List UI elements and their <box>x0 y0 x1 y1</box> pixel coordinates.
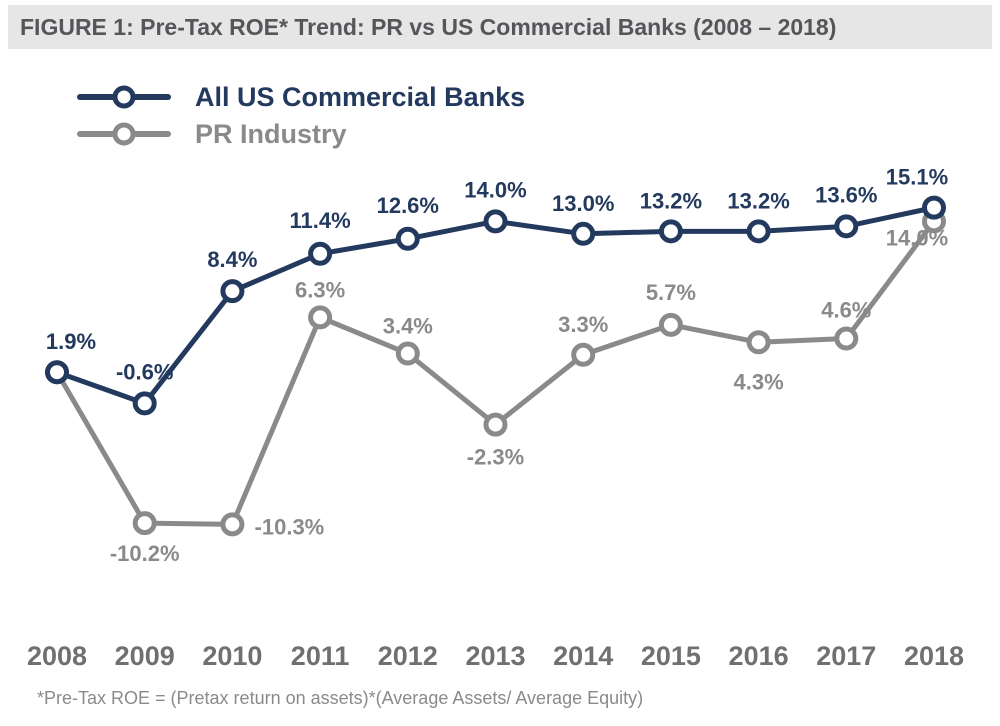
point-0-2016 <box>746 219 771 244</box>
data-label-1-2011: 6.3% <box>295 277 345 302</box>
legend-label-1: PR Industry <box>195 119 347 149</box>
point-0-2017 <box>834 214 859 239</box>
x-tick-label-2014: 2014 <box>553 641 613 671</box>
point-1-2012 <box>395 341 420 366</box>
data-label-0-2012: 12.6% <box>377 193 439 218</box>
data-label-1-2015: 5.7% <box>646 280 696 305</box>
x-tick-label-2015: 2015 <box>641 641 701 671</box>
data-label-0-2018: 15.1% <box>886 165 948 190</box>
point-0-2015 <box>658 219 683 244</box>
data-label-0-2013: 14.0% <box>464 177 526 202</box>
point-0-2014 <box>571 221 596 246</box>
data-label-1-2013: -2.3% <box>467 445 524 470</box>
point-1-2009 <box>132 511 157 536</box>
title-bar: FIGURE 1: Pre-Tax ROE* Trend: PR vs US C… <box>8 5 992 49</box>
x-tick-label-2011: 2011 <box>291 641 350 671</box>
point-1-2017 <box>834 326 859 351</box>
legend-marker-0 <box>112 85 136 109</box>
point-0-2008 <box>45 360 69 385</box>
data-label-1-2018: 14.0% <box>886 225 948 250</box>
data-label-1-2017: 4.6% <box>821 298 871 323</box>
point-0-2011 <box>308 241 333 266</box>
point-1-2011 <box>308 305 333 330</box>
point-1-2015 <box>658 312 683 337</box>
data-label-1-2014: 3.3% <box>558 312 608 337</box>
point-0-2013 <box>483 209 508 234</box>
point-0-2010 <box>220 279 245 304</box>
data-label-1-2012: 3.4% <box>383 314 433 339</box>
data-label-0-2009: -0.6% <box>116 359 173 384</box>
x-tick-label-2013: 2013 <box>465 641 525 671</box>
x-tick-label-2012: 2012 <box>378 641 438 671</box>
chart-title: FIGURE 1: Pre-Tax ROE* Trend: PR vs US C… <box>20 13 837 40</box>
point-1-2013 <box>483 412 508 437</box>
point-0-2009 <box>132 391 157 416</box>
point-1-2010 <box>220 512 245 537</box>
point-1-2014 <box>571 342 596 367</box>
data-label-0-2008: 1.9% <box>46 329 96 354</box>
data-label-0-2015: 13.2% <box>640 188 702 213</box>
data-label-0-2016: 13.2% <box>727 188 789 213</box>
legend-label-0: All US Commercial Banks <box>195 82 525 112</box>
point-0-2018 <box>922 195 946 220</box>
x-tick-label-2009: 2009 <box>115 641 175 671</box>
data-label-0-2010: 8.4% <box>207 247 257 272</box>
series-line-1 <box>54 219 937 527</box>
data-label-0-2017: 13.6% <box>815 182 877 207</box>
data-label-0-2011: 11.4% <box>290 208 351 233</box>
footnote: *Pre-Tax ROE = (Pretax return on assets)… <box>37 688 644 708</box>
legend-marker-1 <box>112 122 136 146</box>
point-0-2012 <box>395 226 420 251</box>
x-tick-label-2018: 2018 <box>904 641 964 671</box>
x-tick-label-2017: 2017 <box>816 641 876 671</box>
x-tick-label-2008: 2008 <box>27 641 87 671</box>
series-line-0 <box>56 205 935 406</box>
data-label-1-2009: -10.2% <box>110 541 180 566</box>
data-label-1-2016: 4.3% <box>734 369 784 394</box>
data-label-0-2014: 13.0% <box>552 191 614 216</box>
data-label-1-2010: -10.3% <box>255 514 325 539</box>
x-tick-label-2016: 2016 <box>729 641 789 671</box>
point-1-2016 <box>746 330 771 355</box>
x-tick-label-2010: 2010 <box>202 641 262 671</box>
